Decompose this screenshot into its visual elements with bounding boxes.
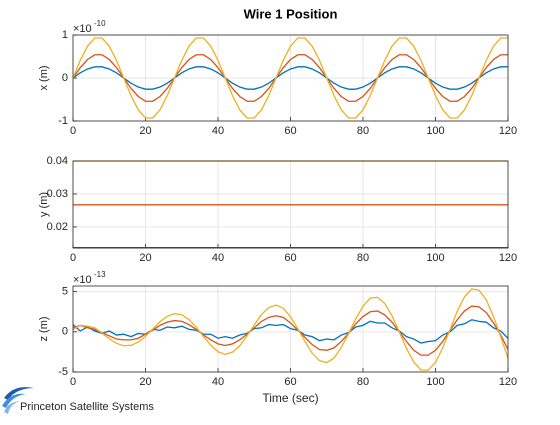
y-axis-label: x (m): [38, 65, 50, 90]
x-tick-label: 20: [139, 125, 151, 137]
x-tick-label: 20: [139, 376, 151, 388]
y-multiplier-exponent: -13: [94, 270, 106, 279]
x-tick-label: 0: [70, 252, 76, 264]
x-tick-label: 100: [426, 125, 444, 137]
x-tick-label: 60: [284, 252, 296, 264]
y-tick-label: 0.04: [47, 155, 68, 167]
axes-box: [72, 285, 509, 373]
x-tick-label: 80: [357, 376, 369, 388]
y-tick-label: -5: [58, 366, 68, 378]
series-line: [73, 288, 508, 371]
x-tick-label: 120: [499, 252, 517, 264]
y-axis-label: z (m): [38, 316, 50, 341]
y-multiplier-exponent: -10: [94, 19, 106, 28]
x-tick-label: 40: [212, 125, 224, 137]
series-line: [73, 66, 508, 90]
x-tick-label: 80: [357, 125, 369, 137]
logo-text: Princeton Satellite Systems: [20, 401, 154, 413]
y-tick-label: -1: [58, 115, 68, 127]
x-tick-label: 0: [70, 125, 76, 137]
y-multiplier-base: ×10: [73, 23, 92, 35]
x-tick-label: 100: [426, 252, 444, 264]
series-line: [73, 37, 508, 119]
x-tick-label: 120: [499, 376, 517, 388]
chart-title: Wire 1 Position: [244, 6, 338, 21]
logo-arc: [4, 387, 34, 400]
series-line: [73, 54, 508, 102]
y-axis-label: y (m): [38, 192, 50, 217]
y-tick-label: 5: [62, 286, 68, 298]
x-tick-label: 40: [212, 252, 224, 264]
axes-box: [72, 34, 509, 122]
logo-arc: [2, 393, 26, 408]
series-line: [73, 305, 508, 356]
logo-arc: [4, 401, 20, 414]
y-tick-label: 1: [62, 29, 68, 41]
y-tick-label: 0: [62, 72, 68, 84]
x-tick-label: 80: [357, 252, 369, 264]
x-tick-label: 40: [212, 376, 224, 388]
x-tick-label: 100: [426, 376, 444, 388]
x-tick-label: 0: [70, 376, 76, 388]
x-axis-label: Time (sec): [262, 391, 318, 405]
y-tick-label: 0: [62, 326, 68, 338]
y-tick-label: 0.02: [47, 221, 68, 233]
y-tick-label: 0.03: [47, 188, 68, 200]
axes-box: [72, 160, 509, 249]
logo-swoosh: [2, 387, 34, 414]
x-tick-label: 20: [139, 252, 151, 264]
y-multiplier-base: ×10: [73, 274, 92, 286]
x-tick-label: 60: [284, 125, 296, 137]
x-tick-label: 60: [284, 376, 296, 388]
x-tick-label: 120: [499, 125, 517, 137]
